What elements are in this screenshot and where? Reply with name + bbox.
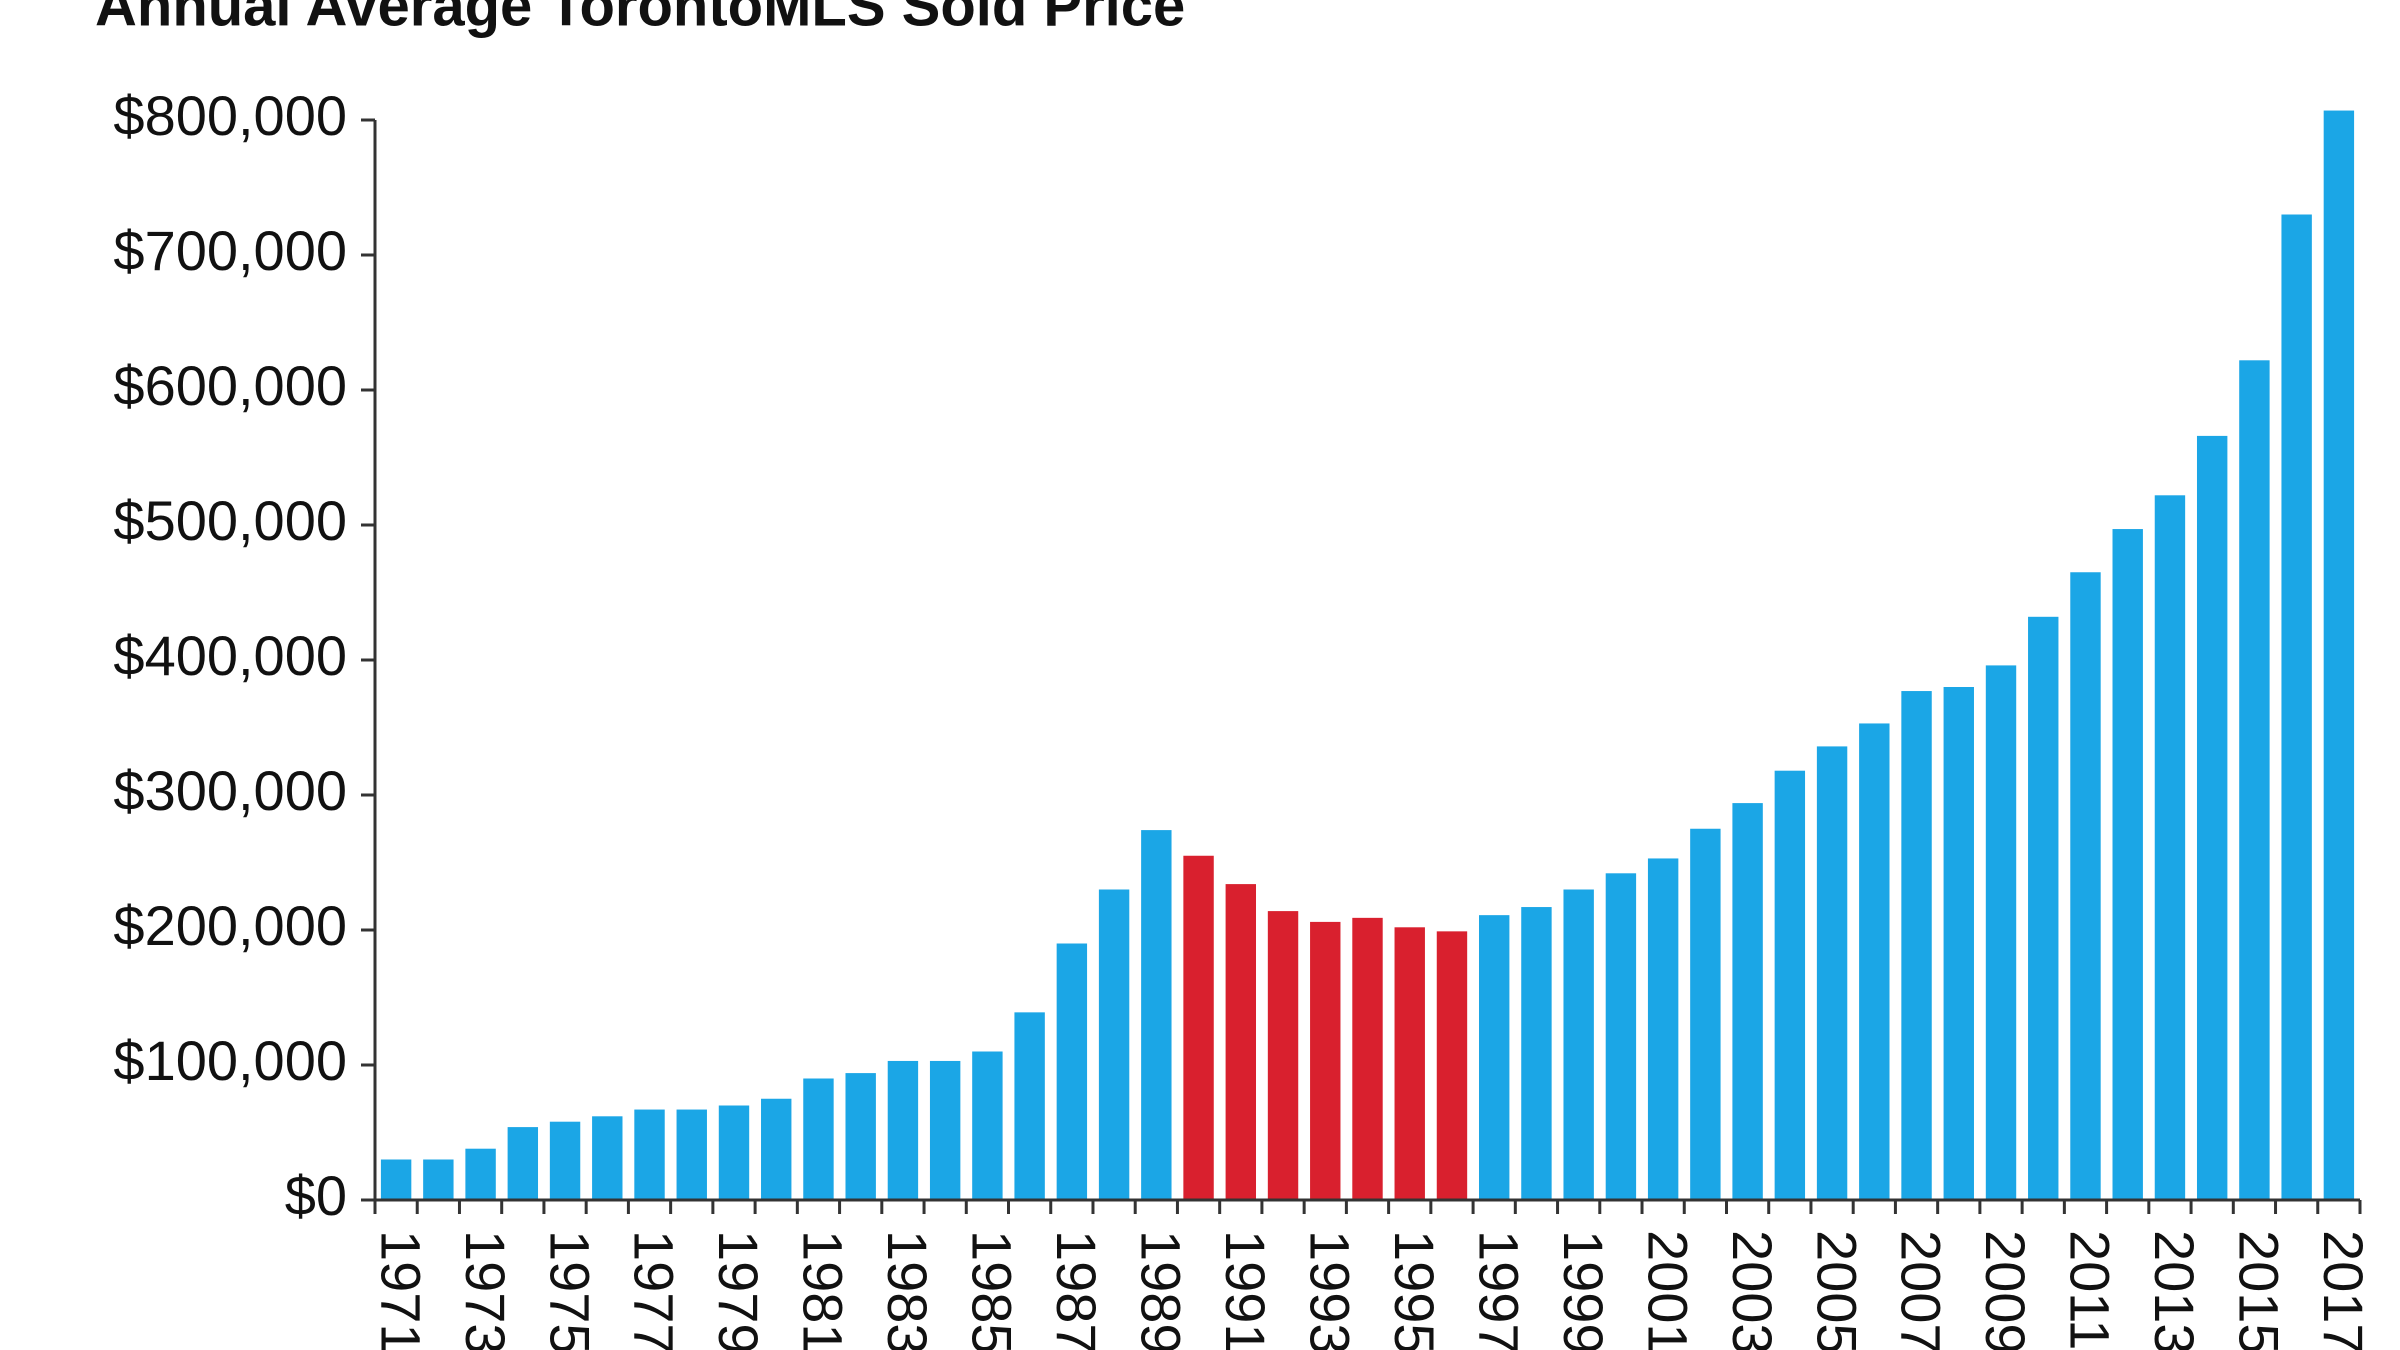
bar — [507, 1127, 539, 1200]
x-tick-label: 1993 — [1298, 1230, 1361, 1350]
bar — [1183, 855, 1214, 1200]
bar — [929, 1060, 961, 1200]
bar — [1394, 927, 1425, 1200]
x-tick-label: 2003 — [1721, 1230, 1784, 1350]
bar — [1859, 723, 1890, 1200]
x-tick-label: 1981 — [792, 1230, 855, 1350]
bar — [1605, 873, 1637, 1200]
bar — [2070, 572, 2101, 1200]
bar — [2196, 435, 2228, 1200]
bar — [2239, 360, 2270, 1200]
bar — [1267, 911, 1299, 1200]
bar — [2154, 495, 2186, 1200]
bar — [1985, 665, 2017, 1200]
bar — [1901, 691, 1932, 1200]
bar — [423, 1159, 454, 1200]
bar — [1478, 915, 1510, 1200]
x-tick-label: 2017 — [2312, 1230, 2375, 1350]
x-tick-label: 2001 — [1636, 1230, 1699, 1350]
bar — [634, 1109, 665, 1200]
x-tick-label: 2013 — [2143, 1230, 2206, 1350]
bar — [845, 1073, 876, 1200]
y-tick-label: $400,000 — [113, 624, 347, 687]
bar — [887, 1060, 919, 1200]
bar — [1310, 921, 1341, 1200]
x-tick-label: 1975 — [538, 1230, 601, 1350]
bar — [676, 1109, 707, 1200]
y-tick-label: $300,000 — [113, 759, 347, 822]
bar — [1014, 1012, 1045, 1200]
x-tick-label: 2009 — [1974, 1230, 2037, 1350]
x-tick-label: 1973 — [454, 1230, 517, 1350]
x-tick-label: 1997 — [1467, 1230, 1530, 1350]
x-tick-label: 1979 — [707, 1230, 770, 1350]
y-tick-label: $700,000 — [113, 219, 347, 282]
y-tick-label: $500,000 — [113, 489, 347, 552]
y-tick-label: $0 — [285, 1164, 347, 1227]
bar — [972, 1051, 1003, 1200]
bar — [1141, 830, 1172, 1200]
x-tick-label: 2011 — [2059, 1230, 2122, 1350]
bar — [1436, 931, 1468, 1200]
bar — [1098, 889, 1130, 1200]
bar — [1816, 746, 1848, 1200]
x-tick-label: 1991 — [1214, 1230, 1277, 1350]
x-tick-label: 1971 — [369, 1230, 432, 1350]
x-tick-label: 1985 — [961, 1230, 1024, 1350]
bar — [1647, 858, 1679, 1200]
bar — [803, 1078, 834, 1200]
bar — [761, 1098, 792, 1200]
y-tick-label: $200,000 — [113, 894, 347, 957]
x-tick-label: 2015 — [2228, 1230, 2291, 1350]
bar — [549, 1121, 581, 1200]
bar — [380, 1159, 412, 1200]
x-tick-label: 1995 — [1383, 1230, 1446, 1350]
bar — [1056, 943, 1088, 1200]
bar — [1943, 687, 1974, 1200]
x-tick-label: 1999 — [1552, 1230, 1615, 1350]
bar — [1563, 889, 1594, 1200]
bar — [1690, 828, 1721, 1200]
bar — [1774, 770, 1806, 1200]
bar — [1225, 884, 1257, 1200]
bar — [592, 1116, 623, 1200]
x-tick-label: 1987 — [1045, 1230, 1108, 1350]
bar — [2323, 110, 2355, 1200]
bar — [1352, 917, 1383, 1200]
y-tick-label: $800,000 — [113, 84, 347, 147]
x-tick-label: 1989 — [1130, 1230, 1193, 1350]
bar — [1521, 907, 1552, 1200]
x-tick-label: 1977 — [623, 1230, 686, 1350]
bar — [718, 1105, 750, 1200]
x-tick-label: 2005 — [1805, 1230, 1868, 1350]
bar — [2028, 616, 2059, 1200]
x-tick-label: 2007 — [1890, 1230, 1953, 1350]
x-tick-label: 1983 — [876, 1230, 939, 1350]
y-tick-label: $600,000 — [113, 354, 347, 417]
bar — [2112, 529, 2143, 1200]
bar — [465, 1148, 496, 1200]
bar — [1732, 803, 1763, 1200]
bar — [2281, 214, 2312, 1200]
y-tick-label: $100,000 — [113, 1029, 347, 1092]
chart-title: Annual Average TorontoMLS Sold Price — [95, 0, 1185, 38]
